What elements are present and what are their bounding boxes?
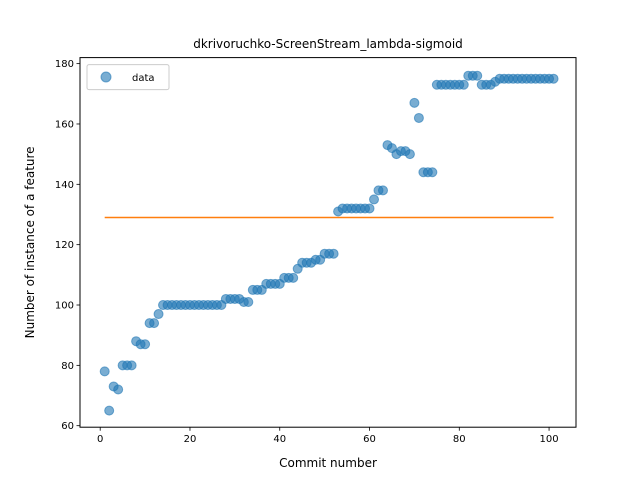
- legend: data: [86, 64, 170, 91]
- data-point: [149, 318, 160, 329]
- data-point: [369, 194, 380, 205]
- x-tick-label: 0: [97, 434, 103, 445]
- y-axis-label: Number of instance of a feature: [23, 146, 37, 338]
- y-tick-label: 140: [55, 180, 74, 191]
- data-point: [427, 167, 438, 178]
- data-point: [377, 185, 388, 196]
- data-point: [472, 70, 483, 81]
- data-point: [153, 309, 164, 320]
- data-point: [99, 366, 110, 377]
- data-point: [409, 97, 420, 108]
- y-tick-label: 160: [55, 119, 74, 130]
- data-point: [548, 73, 559, 84]
- x-tick-label: 80: [453, 434, 466, 445]
- chart-title: dkrivoruchko-ScreenStream_lambda-sigmoid: [193, 37, 463, 51]
- x-tick-label: 100: [540, 434, 559, 445]
- data-point: [404, 149, 415, 160]
- axes-frame: [79, 57, 577, 428]
- y-tick-label: 120: [55, 240, 74, 251]
- x-tick-label: 20: [184, 434, 197, 445]
- y-tick-label: 100: [55, 301, 74, 312]
- data-point: [126, 360, 137, 371]
- data-point: [113, 384, 124, 395]
- plot-area: [99, 70, 559, 416]
- data-point: [140, 339, 151, 350]
- data-point: [413, 112, 424, 123]
- y-tick-label: 180: [55, 59, 74, 70]
- data-point: [104, 405, 115, 416]
- data-point: [288, 272, 299, 283]
- legend-marker: [100, 71, 112, 83]
- y-tick-label: 60: [61, 421, 74, 432]
- x-tick-label: 40: [273, 434, 286, 445]
- x-axis-ticks: 0 20 40 60 80 100: [97, 427, 559, 445]
- data-point: [243, 296, 254, 307]
- legend-frame: [86, 64, 170, 91]
- x-axis-label: Commit number: [279, 456, 377, 470]
- legend-label: data: [132, 73, 155, 84]
- data-point: [364, 203, 375, 214]
- y-tick-label: 80: [61, 361, 74, 372]
- x-tick-label: 60: [363, 434, 376, 445]
- y-axis-ticks: 60 80 100 120 140 160 180: [55, 59, 80, 432]
- data-point: [458, 79, 469, 90]
- data-point: [328, 248, 339, 259]
